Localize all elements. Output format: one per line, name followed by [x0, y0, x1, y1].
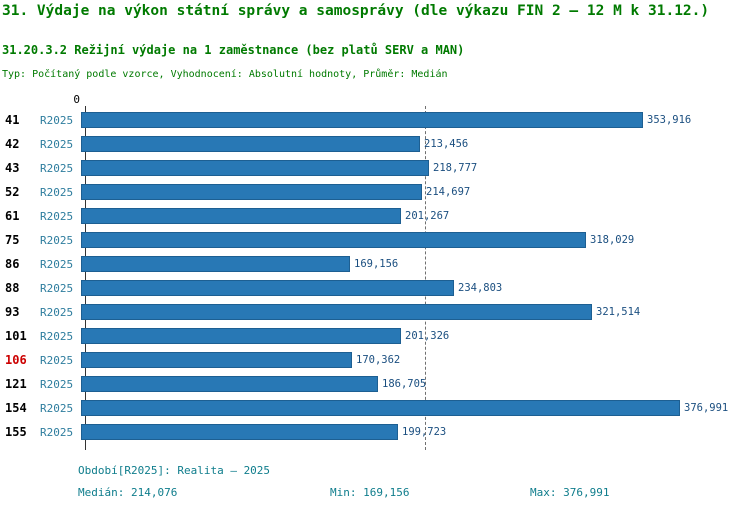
value-bar[interactable] — [81, 160, 429, 176]
row-category-label: 42 — [5, 137, 20, 151]
bar-value-label: 213,456 — [424, 138, 469, 150]
value-bar[interactable] — [81, 280, 454, 296]
chart-meta-info: Typ: Počítaný podle vzorce, Vyhodnocení:… — [2, 69, 448, 80]
bar-value-label: 214,697 — [426, 186, 471, 198]
row-category-label: 41 — [5, 113, 20, 127]
bar-value-label: 376,991 — [684, 402, 729, 414]
row-series-label: R2025 — [40, 161, 74, 175]
row-category-label: 121 — [5, 377, 27, 391]
row-series-label: R2025 — [40, 281, 74, 295]
value-bar[interactable] — [81, 400, 680, 416]
bar-value-label: 201,326 — [405, 330, 450, 342]
value-bar[interactable] — [81, 136, 420, 152]
bar-value-label: 353,916 — [647, 114, 692, 126]
chart-row[interactable]: 101 R2025 201,326 — [0, 324, 750, 348]
chart-row[interactable]: 86 R2025 169,156 — [0, 252, 750, 276]
value-bar[interactable] — [81, 112, 643, 128]
chart-row[interactable]: 52 R2025 214,697 — [0, 180, 750, 204]
median-stat-label: Medián: 214,076 — [78, 486, 178, 499]
row-series-label: R2025 — [40, 257, 74, 271]
row-series-label: R2025 — [40, 137, 74, 151]
page-title: 31. Výdaje na výkon státní správy a samo… — [2, 3, 710, 19]
row-category-label: 88 — [5, 281, 20, 295]
value-bar[interactable] — [81, 232, 586, 248]
chart-row[interactable]: 61 R2025 201,267 — [0, 204, 750, 228]
row-series-label: R2025 — [40, 353, 74, 367]
value-bar[interactable] — [81, 184, 422, 200]
chart-row[interactable]: 43 R2025 218,777 — [0, 156, 750, 180]
chart-subtitle: 31.20.3.2 Režijní výdaje na 1 zaměstnanc… — [2, 43, 465, 57]
row-category-label: 43 — [5, 161, 20, 175]
row-category-label: 61 — [5, 209, 20, 223]
row-series-label: R2025 — [40, 185, 74, 199]
value-bar[interactable] — [81, 352, 352, 368]
row-category-label: 106 — [5, 353, 27, 367]
value-bar[interactable] — [81, 208, 401, 224]
row-category-label: 154 — [5, 401, 27, 415]
chart-row[interactable]: 41 R2025 353,916 — [0, 108, 750, 132]
chart-row[interactable]: 154 R2025 376,991 — [0, 396, 750, 420]
chart-row[interactable]: 155 R2025 199,723 — [0, 420, 750, 444]
row-series-label: R2025 — [40, 209, 74, 223]
bar-value-label: 170,362 — [356, 354, 401, 366]
median-reference-line — [425, 106, 426, 450]
bar-value-label: 199,723 — [402, 426, 447, 438]
chart-row[interactable]: 121 R2025 186,705 — [0, 372, 750, 396]
row-category-label: 93 — [5, 305, 20, 319]
row-series-label: R2025 — [40, 329, 74, 343]
chart-rows: 41 R2025 353,916 42 R2025 213,456 43 R2025 218,7… — [0, 108, 750, 444]
bar-value-label: 186,705 — [382, 378, 427, 390]
chart-row[interactable]: 106 R2025 170,362 — [0, 348, 750, 372]
chart-row[interactable]: 93 R2025 321,514 — [0, 300, 750, 324]
value-bar[interactable] — [81, 424, 398, 440]
row-category-label: 75 — [5, 233, 20, 247]
row-category-label: 52 — [5, 185, 20, 199]
value-bar[interactable] — [81, 376, 378, 392]
row-series-label: R2025 — [40, 377, 74, 391]
row-series-label: R2025 — [40, 305, 74, 319]
row-category-label: 86 — [5, 257, 20, 271]
value-bar[interactable] — [81, 328, 401, 344]
x-axis-zero-label: 0 — [73, 93, 80, 106]
chart-row[interactable]: 75 R2025 318,029 — [0, 228, 750, 252]
bar-value-label: 234,803 — [458, 282, 503, 294]
row-series-label: R2025 — [40, 113, 74, 127]
chart-row[interactable]: 42 R2025 213,456 — [0, 132, 750, 156]
row-category-label: 101 — [5, 329, 27, 343]
value-bar[interactable] — [81, 256, 350, 272]
bar-value-label: 201,267 — [405, 210, 450, 222]
bar-value-label: 169,156 — [354, 258, 399, 270]
min-stat-label: Min: 169,156 — [330, 486, 410, 499]
bar-value-label: 321,514 — [596, 306, 641, 318]
bar-value-label: 218,777 — [433, 162, 478, 174]
row-series-label: R2025 — [40, 233, 74, 247]
value-bar[interactable] — [81, 304, 592, 320]
period-legend-label: Období[R2025]: Realita – 2025 — [78, 464, 271, 477]
row-series-label: R2025 — [40, 401, 74, 415]
row-category-label: 155 — [5, 425, 27, 439]
bar-value-label: 318,029 — [590, 234, 635, 246]
y-axis-line — [85, 106, 86, 450]
row-series-label: R2025 — [40, 425, 74, 439]
chart-row[interactable]: 88 R2025 234,803 — [0, 276, 750, 300]
max-stat-label: Max: 376,991 — [530, 486, 610, 499]
